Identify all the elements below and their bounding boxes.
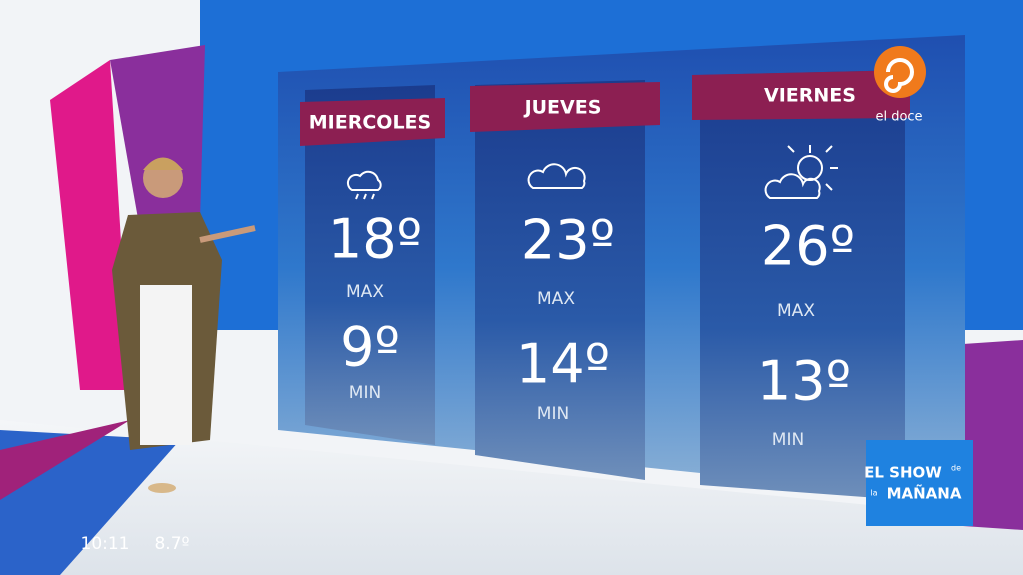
logo-swirl bbox=[884, 58, 914, 93]
weather-icons bbox=[346, 145, 838, 200]
max-temp: 23º bbox=[521, 209, 615, 272]
min-temp: 14º bbox=[516, 333, 610, 396]
min-temp: 9º bbox=[340, 316, 400, 379]
panel bbox=[475, 80, 645, 480]
channel-logo bbox=[874, 46, 926, 98]
min-label: MIN bbox=[772, 430, 804, 450]
min-label: MIN bbox=[349, 383, 381, 403]
max-label: MAX bbox=[346, 282, 384, 302]
max-temp: 26º bbox=[761, 215, 855, 278]
clock: 10:11 bbox=[81, 534, 130, 554]
show-la: la bbox=[870, 489, 877, 498]
panel bbox=[305, 85, 435, 445]
min-temp: 13º bbox=[757, 350, 851, 413]
max-label: MAX bbox=[777, 301, 815, 321]
day-name: MIERCOLES bbox=[309, 112, 431, 134]
floor bbox=[0, 420, 1023, 575]
max-label: MAX bbox=[537, 289, 575, 309]
outside-temperature: 8.7º bbox=[154, 534, 189, 554]
show-logo bbox=[866, 440, 973, 526]
max-temp: 18º bbox=[328, 208, 422, 271]
channel-name: el doce bbox=[875, 110, 922, 125]
floor-stripe-pink bbox=[0, 420, 130, 500]
show-de: de bbox=[951, 464, 961, 473]
pink-stripe bbox=[50, 60, 130, 390]
day-banner bbox=[470, 82, 660, 132]
day-banner bbox=[300, 98, 445, 146]
day-name: JUEVES bbox=[523, 97, 602, 119]
day-name: VIERNES bbox=[764, 85, 856, 107]
presenter bbox=[112, 157, 256, 493]
show-line2: MAÑANA bbox=[887, 484, 962, 503]
min-label: MIN bbox=[537, 404, 569, 424]
day-banner bbox=[692, 70, 910, 120]
panel bbox=[700, 70, 905, 500]
show-line1: EL SHOW bbox=[864, 464, 942, 482]
